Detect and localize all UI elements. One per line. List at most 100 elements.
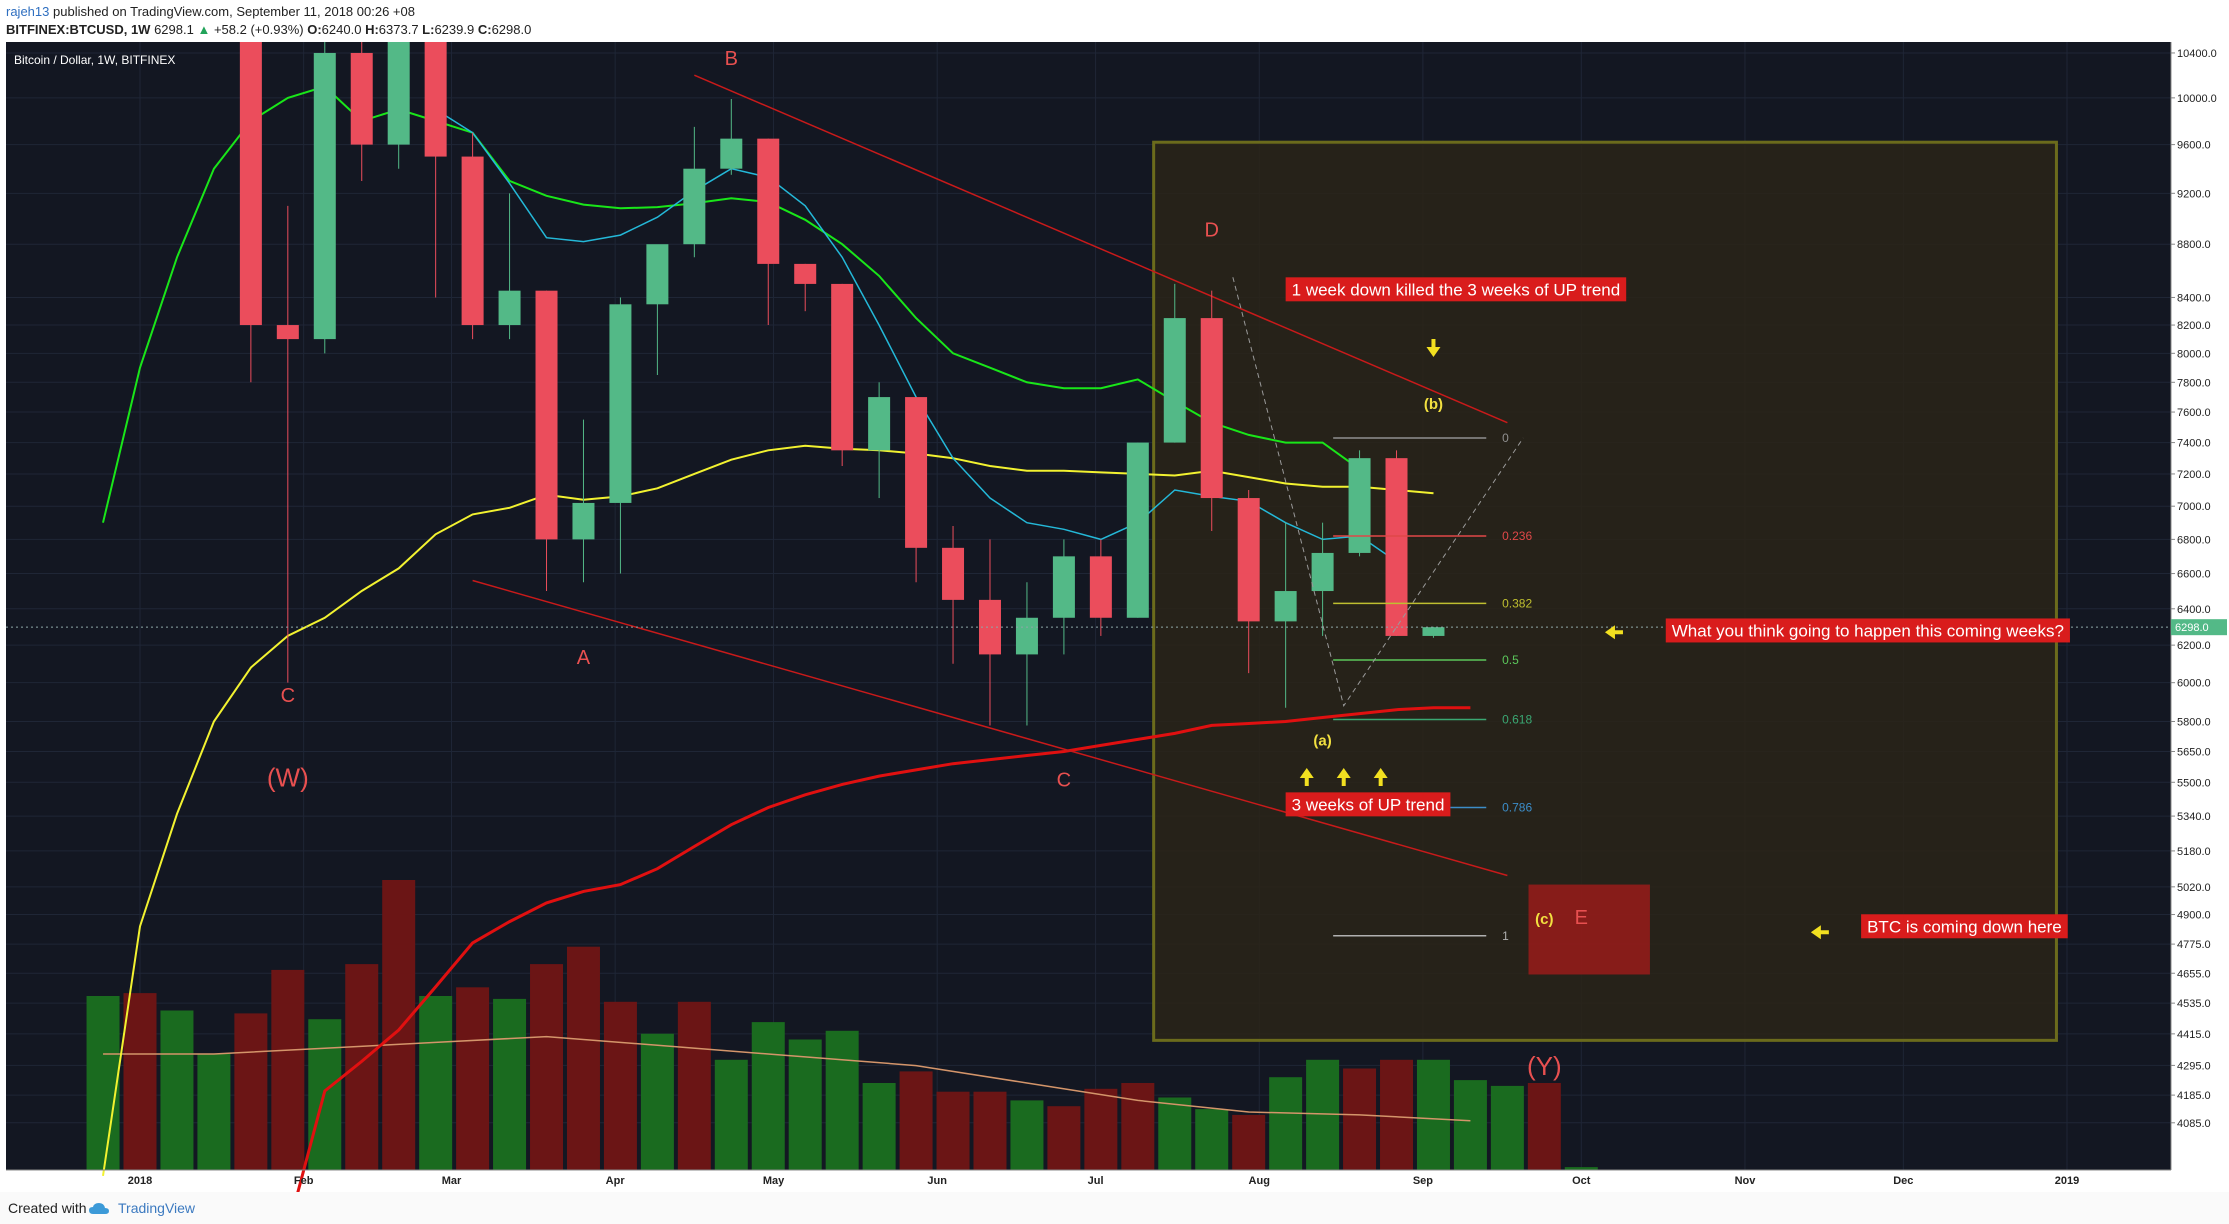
volume-bar (160, 1010, 194, 1170)
y-tick-label: 9200.0 (2177, 188, 2211, 200)
volume-bar (123, 993, 157, 1170)
candle-body (757, 138, 780, 264)
volume-bar (788, 1039, 822, 1170)
current-price-label: 6298.0 (2175, 622, 2209, 634)
x-tick-label: Aug (1249, 1175, 1270, 1187)
candle-body (424, 0, 447, 157)
volume-bar (751, 1022, 785, 1170)
chart-title: Bitcoin / Dollar, 1W, BITFINEX (14, 53, 175, 67)
close-value: 6298.0 (491, 22, 532, 37)
fib-level-label: 0.786 (1502, 801, 1532, 815)
wave-label: A (577, 647, 591, 669)
candle-body (1015, 617, 1038, 655)
wave-label: E (1575, 907, 1588, 929)
tradingview-cloud-icon (89, 1203, 109, 1214)
wave-label: (b) (1424, 396, 1443, 413)
footer: Created with TradingView (0, 1192, 2229, 1224)
candle-body (905, 397, 928, 548)
volume-bar (862, 1083, 896, 1170)
ema-green-line (102, 85, 1361, 523)
volume-bar (1416, 1059, 1450, 1170)
target-zone-box (1528, 884, 1650, 975)
y-tick-label: 6600.0 (2177, 569, 2211, 581)
y-tick-label: 4295.0 (2177, 1060, 2211, 1072)
projection-dashed-line (1232, 277, 1524, 708)
y-tick-label: 5020.0 (2177, 882, 2211, 894)
volume-bar (1010, 1100, 1044, 1170)
y-tick-label: 7800.0 (2177, 377, 2211, 389)
y-tick-label: 10000.0 (2177, 93, 2217, 105)
candle-body (535, 290, 558, 540)
ema-red-line (287, 706, 1471, 1224)
candle-body (683, 168, 706, 245)
volume-bar (493, 998, 527, 1170)
y-tick-label: 6800.0 (2177, 534, 2211, 546)
volume-bar (566, 946, 600, 1170)
arrow-up-icon (1336, 768, 1351, 787)
volume-bar (1121, 1083, 1155, 1170)
candle-body (609, 304, 632, 503)
candle-body (1348, 458, 1371, 553)
y-tick-label: 4775.0 (2177, 939, 2211, 951)
volume-bar (1490, 1085, 1524, 1170)
candle-body (1052, 556, 1075, 618)
y-tick-label: 8000.0 (2177, 348, 2211, 360)
close-label: C: (477, 22, 492, 37)
volume-bar (1453, 1080, 1487, 1170)
volume-ma-line (103, 1035, 1471, 1122)
volume-bar (419, 996, 453, 1170)
x-tick-label: Jun (927, 1175, 947, 1187)
y-tick-label: 8800.0 (2177, 239, 2211, 251)
volume-bar (677, 1001, 711, 1170)
change-arrow-icon: ▲ (197, 22, 211, 37)
annotation-callout (1285, 792, 1451, 817)
annotation-text: BTC is coming down here (1867, 917, 2062, 936)
annotation-text: What you think going to happen this comi… (1672, 621, 2064, 640)
volume-bar (345, 964, 379, 1170)
tradingview-brand[interactable]: TradingView (118, 1200, 196, 1216)
fib-level-label: 0.382 (1502, 596, 1532, 610)
y-tick-label: 10400.0 (2177, 48, 2217, 60)
y-tick-label: 4655.0 (2177, 968, 2211, 980)
author-link[interactable]: rajeh13 (6, 4, 50, 19)
x-tick-label: Mar (442, 1175, 462, 1187)
candle-body (720, 138, 743, 169)
annotation-callout (1665, 618, 2070, 643)
y-tick-label: 5650.0 (2177, 746, 2211, 758)
annotation-text: 1 week down killed the 3 weeks of UP tre… (1292, 280, 1621, 299)
x-tick-label: Dec (1893, 1175, 1913, 1187)
candle-body (1200, 318, 1223, 499)
x-tick-label: Nov (1735, 1175, 1757, 1187)
y-tick-label: 5800.0 (2177, 716, 2211, 728)
trendline (694, 74, 1508, 424)
wave-label: (Y) (1527, 1051, 1562, 1081)
volume-bar (714, 1059, 748, 1170)
fib-level-label: 0.236 (1502, 529, 1532, 543)
y-tick-label: 4085.0 (2177, 1118, 2211, 1130)
y-tick-label: 6400.0 (2177, 604, 2211, 616)
high-value: 6373.7 (378, 22, 419, 37)
wave-label: C (281, 685, 295, 707)
candle-body (1311, 552, 1334, 592)
publish-header: rajeh13 published on TradingView.com, Se… (0, 0, 2229, 42)
x-tick-label: Oct (1572, 1175, 1591, 1187)
candle-body (313, 52, 336, 340)
fib-level-label: 0.618 (1502, 713, 1532, 727)
candle-body (831, 283, 854, 451)
y-tick-label: 7400.0 (2177, 438, 2211, 450)
volume-bar (973, 1091, 1007, 1170)
candle-body (868, 397, 891, 451)
candle-body (978, 599, 1001, 655)
volume-bar (530, 964, 564, 1170)
x-tick-label: 2019 (2055, 1175, 2079, 1187)
y-tick-label: 7600.0 (2177, 407, 2211, 419)
wave-label: (c) (1535, 911, 1553, 928)
candle-body (942, 547, 965, 600)
y-tick-label: 6200.0 (2177, 640, 2211, 652)
candle-body (276, 325, 299, 340)
y-tick-label: 4535.0 (2177, 998, 2211, 1010)
y-tick-label: 5180.0 (2177, 846, 2211, 858)
x-tick-label: May (763, 1175, 785, 1187)
